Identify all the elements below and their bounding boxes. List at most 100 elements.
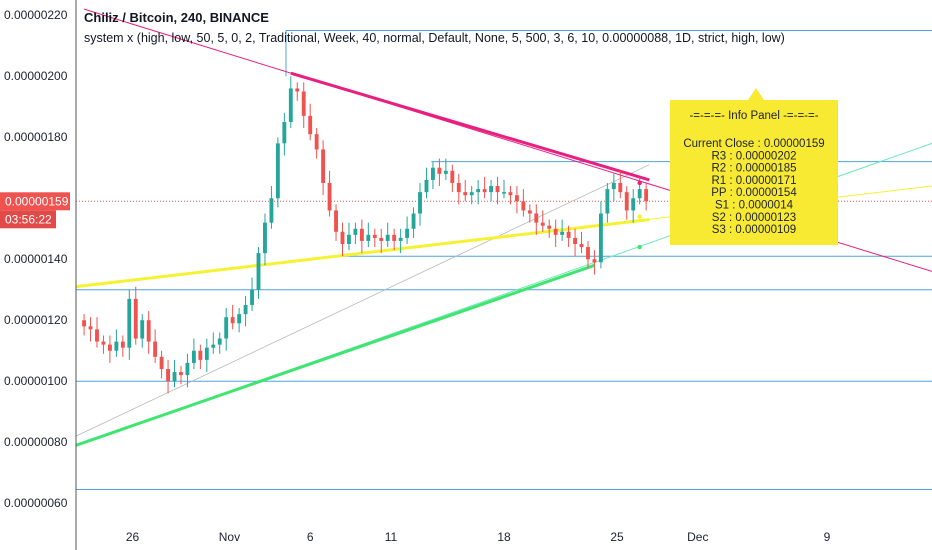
candle-body	[644, 189, 649, 202]
candle-body	[263, 222, 267, 254]
x-tick-label: 26	[126, 530, 140, 544]
candle-body	[579, 243, 584, 248]
info-panel-line: S3 : 0.00000109	[712, 224, 796, 236]
candle-body	[424, 179, 429, 193]
candle-body	[605, 189, 610, 214]
candle-body	[224, 317, 229, 339]
candle-body	[450, 170, 455, 183]
candle-body	[502, 192, 506, 194]
candle-body	[463, 192, 468, 196]
candle-body	[573, 237, 578, 244]
x-tick-label: 18	[497, 530, 511, 544]
candle-body	[282, 121, 287, 144]
countdown-tag	[0, 210, 56, 229]
candle-body	[527, 210, 532, 214]
candle-body	[114, 341, 119, 351]
grey-trend-line	[76, 164, 650, 437]
countdown-value: 03:56:22	[5, 212, 52, 226]
chart-title: Chiliz / Bitcoin, 240, BINANCE	[84, 10, 269, 25]
resistance-trend-thick	[290, 71, 650, 182]
info-panel-line: S1 : 0.0000014	[715, 200, 794, 212]
candle-body	[411, 213, 416, 229]
candle-body	[405, 228, 410, 238]
candle-body	[340, 231, 345, 244]
candle-body	[166, 369, 170, 382]
candle-body	[456, 182, 461, 193]
candle-body	[217, 338, 222, 345]
candle-body	[379, 237, 384, 241]
y-tick-label: 0.00000140	[4, 252, 68, 266]
candle-body	[482, 189, 487, 193]
candle-body	[631, 198, 636, 211]
x-tick-label: Nov	[219, 530, 240, 544]
candle-body	[321, 149, 326, 183]
support-marker	[637, 244, 642, 250]
info-panel-line: PP : 0.00000154	[711, 187, 797, 199]
candle-body	[82, 320, 87, 327]
info-panel-pointer	[748, 88, 764, 100]
candle-body	[586, 247, 590, 260]
candle-body	[159, 356, 164, 370]
y-tick-label: 0.00000220	[4, 8, 68, 22]
candle-body	[430, 167, 435, 180]
x-tick-label: Dec	[687, 530, 708, 544]
candle-body	[334, 210, 338, 232]
candle-body	[327, 182, 332, 211]
candle-body	[101, 341, 106, 345]
candle-body	[243, 304, 248, 315]
candle-body	[230, 317, 235, 324]
candle-body	[372, 234, 377, 238]
support-trend-thick	[76, 263, 595, 447]
candle-body	[256, 253, 261, 290]
info-panel-line: R1 : 0.00000171	[711, 175, 796, 187]
plot-area	[76, 8, 932, 491]
info-panel-line: R2 : 0.00000185	[711, 163, 796, 175]
candle-body	[133, 298, 138, 339]
x-tick-label: 6	[307, 530, 314, 544]
y-tick-label: 0.00000180	[4, 130, 68, 144]
y-tick-label: 0.00000060	[4, 496, 68, 510]
candle-body	[489, 186, 494, 193]
candle-body	[295, 88, 300, 92]
candle-body	[598, 213, 603, 263]
candle-body	[553, 228, 558, 235]
candle-body	[185, 362, 190, 376]
candle-body	[288, 88, 293, 122]
y-tick-label: 0.00000080	[4, 435, 68, 449]
candle-body	[495, 186, 500, 193]
candle-body	[514, 195, 519, 202]
candle-body	[153, 341, 158, 357]
candle-body	[611, 182, 616, 190]
candle-body	[540, 222, 545, 226]
candle-body	[443, 170, 448, 174]
candle-body	[476, 189, 481, 193]
candle-body	[398, 237, 403, 241]
x-tick-label: 25	[610, 530, 624, 544]
candle-body	[275, 143, 280, 199]
price-tag	[0, 192, 70, 211]
candle-body	[191, 350, 196, 363]
candle-body	[146, 320, 151, 342]
y-tick-label: 0.00000100	[4, 374, 68, 388]
price-tag-value: 0.00000159	[5, 194, 69, 208]
candle-body	[385, 234, 390, 241]
candle-body	[204, 347, 209, 360]
candle-body	[469, 192, 474, 196]
candle-body	[418, 192, 422, 214]
candle-body	[308, 115, 313, 135]
y-tick-label: 0.00000200	[4, 69, 68, 83]
candle-body	[347, 234, 351, 244]
candle-body	[560, 231, 565, 235]
candle-body	[521, 201, 526, 211]
candle-body	[392, 234, 397, 241]
candle-body	[140, 320, 145, 339]
indicator-label: system x (high, low, 50, 5, 0, 2, Tradit…	[84, 31, 785, 45]
candle-body	[314, 134, 319, 150]
candle-body	[592, 259, 597, 263]
info-panel-line: R3 : 0.00000202	[711, 150, 796, 162]
candle-body	[127, 298, 132, 348]
candle-body	[250, 289, 254, 305]
candle-body	[301, 91, 306, 116]
